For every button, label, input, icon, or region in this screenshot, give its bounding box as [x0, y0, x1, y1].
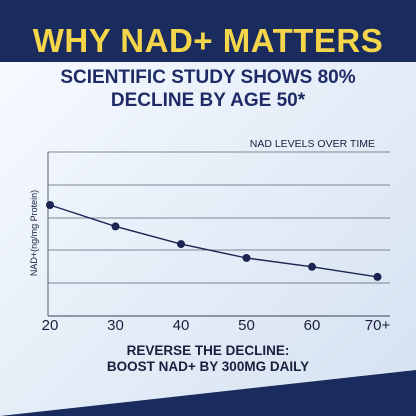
x-tick-label: 70+ — [365, 317, 391, 334]
cta-line-1: REVERSE THE DECLINE: — [126, 343, 290, 358]
data-point — [177, 240, 185, 249]
x-tick-labels: 20 30 40 50 60 70+ — [42, 317, 391, 334]
subhead-line-2: DECLINE BY AGE 50* — [110, 90, 306, 111]
chart-title: NAD LEVELS OVER TIME — [250, 138, 375, 150]
chart-panel — [0, 62, 416, 416]
data-point — [111, 222, 120, 231]
subhead-line-1: SCIENTIFIC STUDY SHOWS 80% — [60, 67, 356, 88]
x-tick-label: 30 — [107, 317, 124, 334]
data-points — [46, 200, 382, 281]
series-line — [49, 204, 378, 278]
x-tick-label: 50 — [238, 317, 255, 334]
header-band — [0, 0, 416, 62]
call-to-action: REVERSE THE DECLINE: BOOST NAD+ BY 300MG… — [0, 343, 416, 375]
data-point — [308, 262, 316, 271]
x-tick-label: 60 — [304, 317, 321, 334]
data-point — [242, 253, 251, 262]
y-axis-label: NAD+(ng/mg Protein) — [29, 190, 39, 276]
subheadline: SCIENTIFIC STUDY SHOWS 80% DECLINE BY AG… — [0, 66, 416, 112]
cta-line-2: BOOST NAD+ BY 300MG DAILY — [106, 359, 310, 374]
grid-lines — [48, 151, 390, 317]
headline: WHY NAD+ MATTERS — [32, 22, 384, 59]
data-point — [46, 200, 54, 209]
x-tick-label: 20 — [42, 317, 59, 334]
x-tick-label: 40 — [173, 317, 190, 334]
data-point — [373, 272, 382, 281]
